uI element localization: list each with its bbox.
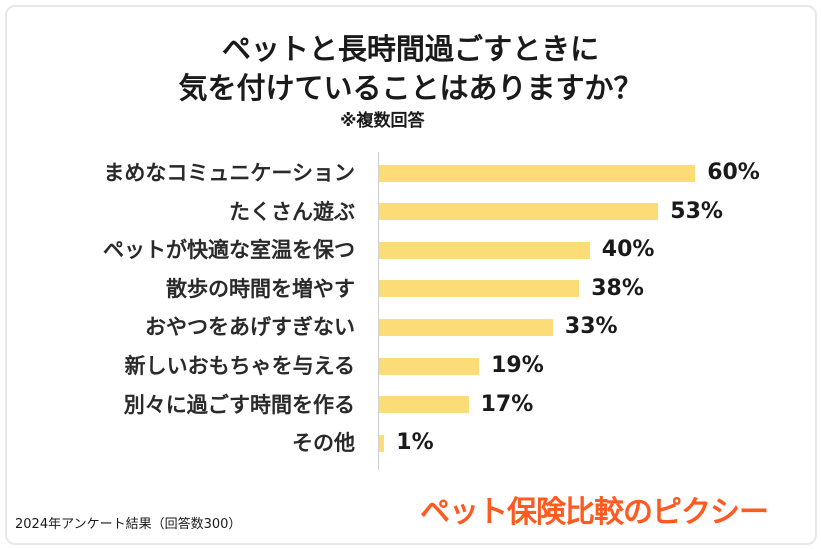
category-label: まめなコミュニケーション <box>103 161 355 185</box>
chart-title-line1: ペットと長時間過ごすときに <box>221 32 600 66</box>
category-label: 新しいおもちゃを与える <box>124 354 355 378</box>
multiple-answer-note: ※複数回答 <box>340 111 425 131</box>
bar <box>379 203 659 221</box>
category-axis-line <box>378 152 379 470</box>
bar <box>379 164 696 182</box>
value-label: 53% <box>670 198 723 224</box>
category-label: その他 <box>292 431 355 456</box>
value-label: 60% <box>707 160 760 185</box>
value-label: 19% <box>491 353 544 378</box>
bar <box>379 280 580 298</box>
chart-frame <box>5 5 817 545</box>
brand-logo: ペット保険比較のピクシー <box>420 495 769 530</box>
bar <box>379 241 590 259</box>
bar <box>379 357 480 375</box>
value-label: 38% <box>591 275 644 301</box>
value-label: 17% <box>480 391 534 417</box>
category-label: おやつをあげすぎない <box>145 315 355 340</box>
category-label: 散歩の時間を増やす <box>166 276 355 301</box>
bar <box>379 318 553 336</box>
bar <box>379 396 469 414</box>
value-label: 1% <box>396 430 434 456</box>
value-label: 33% <box>564 314 618 340</box>
category-label: 別々に過ごす時間を作る <box>123 392 355 417</box>
survey-footnote: 2024年アンケート結果（回答数300） <box>15 517 242 532</box>
value-label: 40% <box>601 237 655 263</box>
chart-title-line2: 気を付けていることはありますか？ <box>178 71 643 105</box>
bar <box>379 434 385 452</box>
category-label: ペットが快適な室温を保つ <box>103 238 355 263</box>
category-label: たくさん遊ぶ <box>229 199 355 224</box>
